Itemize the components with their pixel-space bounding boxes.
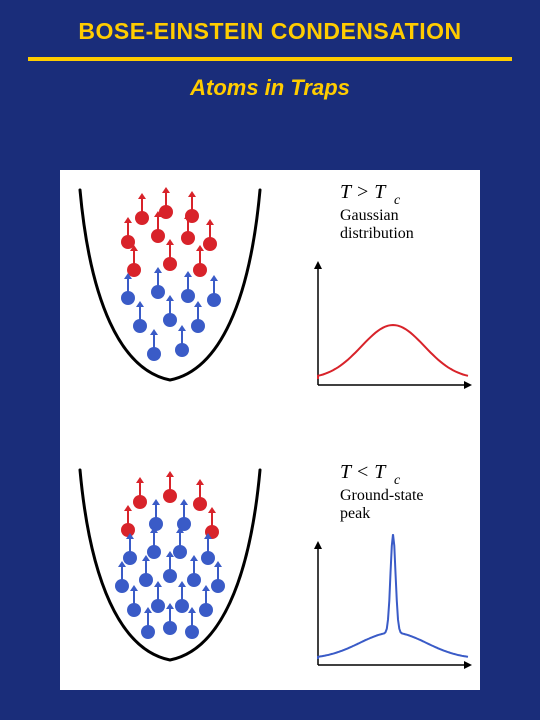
svg-text:T > T: T > T [340, 181, 387, 203]
svg-text:peak: peak [340, 505, 370, 522]
svg-text:c: c [394, 193, 401, 208]
slide-title: BOSE-EINSTEIN CONDENSATION [0, 0, 540, 45]
svg-text:Gaussian: Gaussian [340, 207, 399, 224]
svg-text:distribution: distribution [340, 225, 414, 242]
svg-text:T < T: T < T [340, 461, 387, 483]
figure-panel: T > TcGaussiandistributionT < TcGround-s… [60, 170, 480, 690]
svg-text:Ground-state: Ground-state [340, 487, 424, 504]
slide-subtitle: Atoms in Traps [0, 75, 540, 101]
slide: BOSE-EINSTEIN CONDENSATION Atoms in Trap… [0, 0, 540, 720]
figure-svg: T > TcGaussiandistributionT < TcGround-s… [60, 170, 480, 690]
title-rule [28, 57, 512, 61]
svg-text:c: c [394, 473, 401, 488]
